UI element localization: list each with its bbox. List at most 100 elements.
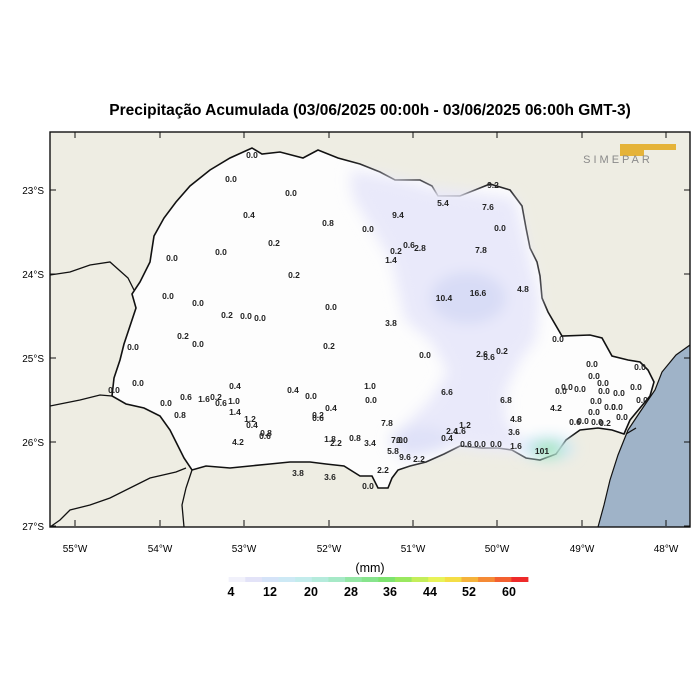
color-legend: (mm) 4 12 20 28 36 44 52 60 (212, 561, 529, 599)
station-value: 0.6 (215, 398, 227, 408)
lon-label: 55°W (63, 544, 88, 555)
station-value: 0.0 (588, 407, 600, 417)
station-value: 0.0 (597, 378, 609, 388)
coastline (597, 344, 690, 527)
legend-unit: (mm) (355, 561, 384, 575)
legend-swatch (345, 577, 363, 582)
simepar-logo: SIMEPAR (583, 144, 676, 166)
station-value: 0.2 (599, 418, 611, 428)
precip-shading (350, 170, 540, 462)
station-value: 3.4 (364, 438, 376, 448)
station-value: 2.4 (446, 426, 458, 436)
station-value: 0.0 (396, 435, 408, 445)
station-value: 0.0 (192, 339, 204, 349)
station-value: 2.2 (413, 454, 425, 464)
lon-label: 48°W (654, 544, 679, 555)
station-value: 0.2 (496, 346, 508, 356)
station-value: 0.6 (569, 417, 581, 427)
station-value: 0.0 (166, 253, 178, 263)
station-value: 0.4 (441, 433, 453, 443)
legend-swatch (378, 577, 396, 582)
station-value: 1.2 (459, 420, 471, 430)
legend-label: 20 (304, 585, 318, 599)
station-value: 0.2 (323, 341, 335, 351)
legend-swatch (361, 577, 379, 582)
station-value: 0.0 (574, 384, 586, 394)
station-value: 0.0 (577, 416, 589, 426)
station-value: 0.0 (162, 291, 174, 301)
station-value: 9.2 (487, 180, 499, 190)
station-value: 6.8 (500, 395, 512, 405)
station-value: 1.4 (385, 255, 397, 265)
station-value: 0.4 (229, 381, 241, 391)
station-value: 0.8 (260, 428, 272, 438)
station-value: 0.2 (221, 310, 233, 320)
station-value: 0.0 (490, 439, 502, 449)
station-value: 0.0 (555, 386, 567, 396)
station-value: 4.8 (517, 284, 529, 294)
station-value: 0.4 (243, 210, 255, 220)
legend-swatch (394, 577, 412, 582)
lon-label: 50°W (485, 544, 510, 555)
station-value: 0.0 (561, 382, 573, 392)
station-value: 3.8 (385, 318, 397, 328)
station-value: 0.0 (636, 395, 648, 405)
station-value: 0.2 (210, 392, 222, 402)
station-value: 1.4 (229, 407, 241, 417)
legend-swatch (428, 577, 446, 582)
station-value: 7.8 (475, 245, 487, 255)
station-value: 16.6 (470, 288, 487, 298)
station-value: 0.0 (192, 298, 204, 308)
lat-label: 26°S (22, 438, 44, 449)
lat-label: 27°S (22, 522, 44, 533)
station-value: 0.6 (312, 413, 324, 423)
station-value: 5.6 (483, 352, 495, 362)
station-value: 2.8 (414, 243, 426, 253)
station-value: 1.2 (244, 414, 256, 424)
station-value: 0.0 (588, 371, 600, 381)
legend-swatch (444, 577, 462, 582)
station-value: 0.0 (474, 439, 486, 449)
heavy-precip-cell (522, 436, 574, 460)
station-value: 0.0 (613, 388, 625, 398)
legend-label: 4 (228, 585, 235, 599)
lat-label: 25°S (22, 354, 44, 365)
station-value: 0.0 (586, 359, 598, 369)
lat-label: 23°S (22, 186, 44, 197)
station-value: 2.2 (330, 438, 342, 448)
station-value: 0.0 (630, 382, 642, 392)
station-value: 0.0 (616, 412, 628, 422)
legend-swatch (311, 577, 329, 582)
station-value: 101 (535, 446, 549, 456)
neighbor-borders (50, 261, 637, 527)
legend-label: 60 (502, 585, 516, 599)
station-value: 0.0 (591, 417, 603, 427)
legend-label: 28 (344, 585, 358, 599)
station-value: 0.0 (240, 311, 252, 321)
station-value: 3.8 (292, 468, 304, 478)
station-value: 0.0 (604, 402, 616, 412)
station-value: 1.6 (510, 441, 522, 451)
station-value: 9.4 (392, 210, 404, 220)
station-value: 0.0 (225, 174, 237, 184)
station-values: 0.00.00.00.40.80.09.45.4 7.69.20.00.20.00… (108, 150, 648, 491)
legend-label: 36 (383, 585, 397, 599)
station-value: 4.8 (510, 414, 522, 424)
station-value: 9.6 (399, 452, 411, 462)
station-value: 0.8 (174, 410, 186, 420)
station-value: 1.8 (324, 434, 336, 444)
station-value: 0.0 (590, 396, 602, 406)
lon-label: 54°W (148, 544, 173, 555)
station-value: 1.6 (454, 426, 466, 436)
legend-swatch (261, 577, 279, 582)
station-value: 0.0 (598, 386, 610, 396)
legend-label: 12 (263, 585, 277, 599)
map-frame (49, 131, 691, 528)
axes: 23°S 24°S 25°S 26°S 27°S 55°W 54°W 53°W 52°W 51°W… (22, 132, 690, 555)
station-value: 0.0 (132, 378, 144, 388)
legend-swatch (461, 577, 479, 582)
station-value: 0.6 (460, 439, 472, 449)
station-value: 5.8 (387, 446, 399, 456)
station-value: 0.0 (305, 391, 317, 401)
